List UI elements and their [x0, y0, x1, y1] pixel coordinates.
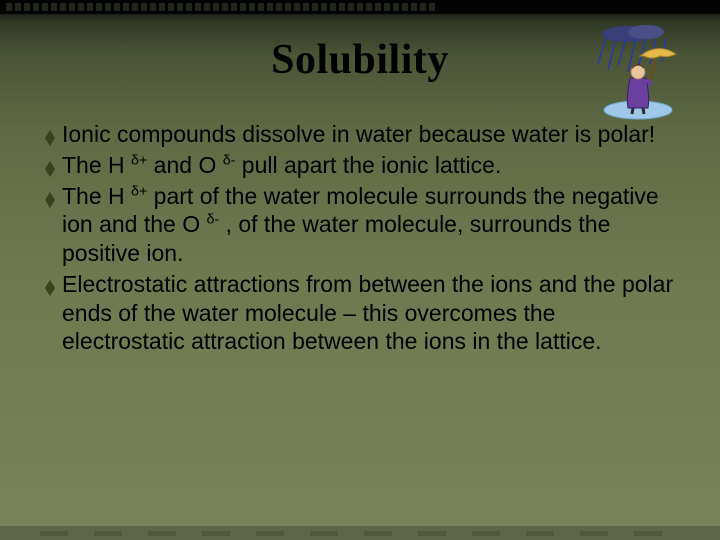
- diamond-bullet-icon: [44, 188, 58, 210]
- bullet-item: Electrostatic attractions from between t…: [44, 270, 678, 356]
- decorative-top-strip: [0, 0, 720, 14]
- bullet-text: Electrostatic attractions from between t…: [62, 270, 678, 356]
- diamond-bullet-icon: [44, 157, 58, 179]
- tick-row: [0, 3, 435, 11]
- bullet-item: The H δ+ and O δ- pull apart the ionic l…: [44, 151, 678, 180]
- bullet-text: The H δ+ and O δ- pull apart the ionic l…: [62, 151, 678, 180]
- diamond-bullet-icon: [44, 276, 58, 298]
- rain-umbrella-clipart: [588, 24, 684, 120]
- bullet-item: The H δ+ part of the water molecule surr…: [44, 182, 678, 268]
- bullet-list: Ionic compounds dissolve in water becaus…: [44, 120, 678, 358]
- bullet-text: Ionic compounds dissolve in water becaus…: [62, 120, 678, 149]
- decorative-bottom-strip: [0, 526, 720, 540]
- tick-row: [0, 531, 662, 536]
- bullet-text: The H δ+ part of the water molecule surr…: [62, 182, 678, 268]
- bullet-item: Ionic compounds dissolve in water becaus…: [44, 120, 678, 149]
- diamond-bullet-icon: [44, 126, 58, 148]
